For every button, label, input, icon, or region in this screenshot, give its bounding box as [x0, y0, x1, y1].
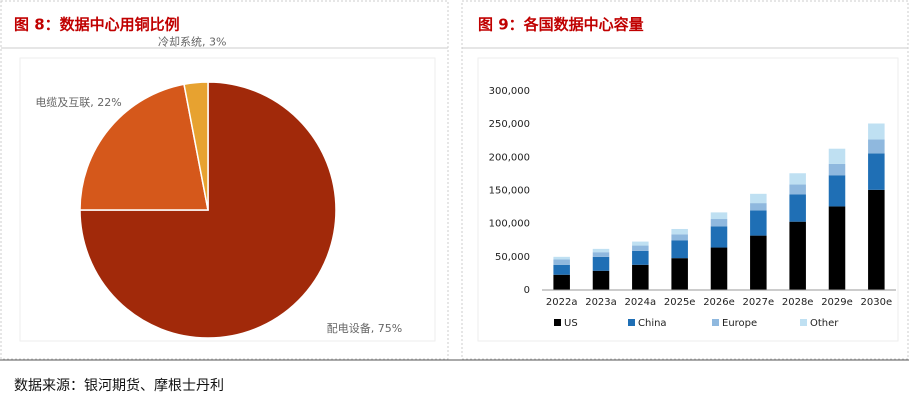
pie-slice — [79, 81, 337, 339]
bar-segment — [789, 184, 806, 195]
bar-segment — [828, 175, 846, 207]
bar-segment — [553, 264, 570, 275]
bar-segment — [868, 153, 885, 190]
y-tick-label: 300,000 — [489, 86, 530, 97]
bar-segment — [789, 173, 806, 185]
bar-segment — [868, 139, 885, 154]
bar-segment — [868, 123, 885, 140]
legend-swatch — [800, 319, 807, 326]
y-tick-label: 150,000 — [489, 186, 530, 197]
bar-segment — [592, 252, 610, 257]
slice-label: 配电设备, 75% — [327, 321, 402, 335]
bar-segment — [710, 219, 728, 227]
bar-segment — [828, 206, 846, 290]
bar-segment — [592, 248, 610, 253]
legend-swatch — [554, 319, 561, 326]
bar-segment — [750, 235, 767, 290]
bar-segment — [553, 274, 570, 290]
source: 数据来源：银河期货、摩根士丹利 — [14, 377, 224, 394]
y-tick-label: 0 — [524, 285, 530, 296]
bar-segment — [710, 247, 728, 290]
bar-segment — [710, 212, 728, 220]
chart-title: 图 8：数据中心用铜比例 — [14, 16, 180, 34]
bar-segment — [828, 148, 846, 164]
legend-swatch — [712, 319, 719, 326]
x-tick-label: 2026e — [703, 297, 735, 308]
y-tick-label: 100,000 — [489, 219, 530, 230]
x-tick-label: 2023a — [585, 297, 617, 308]
slice-label: 冷却系统, 3% — [158, 36, 226, 49]
bar-segment — [671, 258, 688, 290]
bar-segment — [671, 228, 688, 235]
legend-swatch — [628, 319, 635, 326]
bar-segment — [632, 241, 649, 246]
bar-segment — [750, 203, 767, 211]
chart-title: 图 9：各国数据中心容量 — [478, 16, 644, 34]
bar-segment — [789, 194, 806, 222]
bar-segment — [553, 256, 570, 260]
y-tick-label: 50,000 — [495, 252, 530, 263]
y-tick-label: 250,000 — [489, 119, 530, 130]
bar-segment — [671, 240, 688, 259]
legend-label: Europe — [722, 318, 757, 329]
bar-segment — [789, 221, 806, 290]
left-panel — [0, 0, 449, 360]
legend-label: China — [638, 318, 667, 329]
legend-label: Other — [810, 318, 839, 329]
bar-segment — [868, 189, 885, 290]
right-panel — [461, 0, 909, 360]
bar-segment — [592, 256, 610, 271]
x-tick-label: 2022a — [546, 297, 578, 308]
slice-label: 电缆及互联, 22% — [35, 96, 121, 109]
bar-segment — [632, 250, 649, 265]
bar-segment — [750, 210, 767, 236]
legend-label: US — [564, 318, 578, 329]
bar-segment — [592, 270, 610, 290]
pie-slice — [79, 83, 209, 211]
bar-segment — [671, 234, 688, 241]
bar-segment — [750, 193, 767, 204]
pie-frame — [19, 57, 436, 342]
y-tick-label: 200,000 — [489, 152, 530, 163]
pie-slice — [183, 81, 209, 211]
x-tick-label: 2030e — [861, 297, 893, 308]
bar-segment — [632, 264, 649, 290]
bar-segment — [710, 226, 728, 248]
x-tick-label: 2028e — [782, 297, 814, 308]
bar-segment — [553, 259, 570, 265]
x-tick-label: 2027e — [743, 297, 775, 308]
x-tick-label: 2029e — [821, 297, 853, 308]
bar-segment — [632, 245, 649, 251]
x-tick-label: 2024a — [625, 297, 657, 308]
bar-frame — [477, 57, 899, 342]
bar-segment — [828, 163, 846, 176]
x-tick-label: 2025e — [664, 297, 696, 308]
